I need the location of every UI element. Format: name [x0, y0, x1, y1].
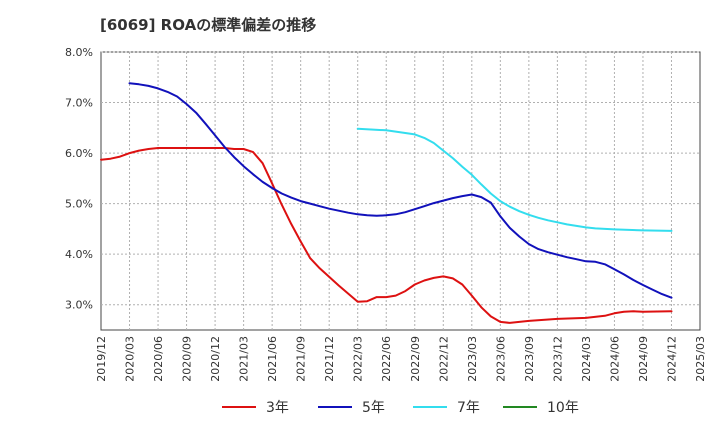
- plot-area: [100, 51, 701, 331]
- x-tick-label: 2022/03: [352, 336, 365, 382]
- x-tick-label: 2024/03: [580, 336, 593, 382]
- legend-item: 5年: [318, 396, 385, 418]
- series-line-5年: [128, 82, 673, 299]
- x-tick-label: 2024/12: [665, 336, 678, 382]
- y-tick-label: 6.0%: [65, 147, 93, 160]
- x-tick-label: 2022/12: [437, 336, 450, 382]
- x-tick-label: 2023/12: [551, 336, 564, 382]
- legend-item: 10年: [503, 396, 579, 418]
- legend-item: 3年: [222, 396, 289, 418]
- x-tick-label: 2021/12: [323, 336, 336, 382]
- x-tick-label: 2023/09: [523, 336, 536, 382]
- x-tick-label: 2020/06: [152, 336, 165, 382]
- legend-label: 7年: [457, 400, 480, 416]
- series-line-7年: [356, 127, 673, 232]
- legend-label: 10年: [547, 400, 579, 416]
- x-tick-label: 2021/03: [238, 336, 251, 382]
- y-tick-label: 7.0%: [65, 97, 93, 110]
- x-tick-label: 2020/03: [124, 336, 137, 382]
- x-tick-label: 2020/09: [181, 336, 194, 382]
- legend-label: 5年: [362, 400, 385, 416]
- y-tick-label: 8.0%: [65, 46, 93, 59]
- legend-label: 3年: [266, 400, 289, 416]
- y-tick-label: 4.0%: [65, 248, 93, 261]
- series-line-3年: [100, 147, 673, 324]
- y-tick-label: 3.0%: [65, 299, 93, 312]
- legend-swatch: [503, 406, 537, 408]
- legend-item: 7年: [413, 396, 480, 418]
- x-tick-label: 2019/12: [95, 336, 108, 382]
- x-tick-label: 2023/03: [466, 336, 479, 382]
- x-tick-label: 2025/03: [694, 336, 707, 382]
- x-tick-label: 2022/06: [380, 336, 393, 382]
- x-tick-label: 2023/06: [494, 336, 507, 382]
- chart-title: [6069] ROAの標準偏差の推移: [100, 16, 317, 34]
- x-tick-label: 2024/06: [608, 336, 621, 382]
- x-tick-label: 2021/09: [295, 336, 308, 382]
- legend-swatch: [318, 406, 352, 408]
- x-tick-label: 2021/06: [266, 336, 279, 382]
- legend-swatch: [413, 406, 447, 408]
- x-tick-label: 2024/09: [637, 336, 650, 382]
- y-tick-label: 5.0%: [65, 198, 93, 211]
- legend-swatch: [222, 406, 256, 408]
- x-tick-label: 2020/12: [209, 336, 222, 382]
- x-tick-label: 2022/09: [409, 336, 422, 382]
